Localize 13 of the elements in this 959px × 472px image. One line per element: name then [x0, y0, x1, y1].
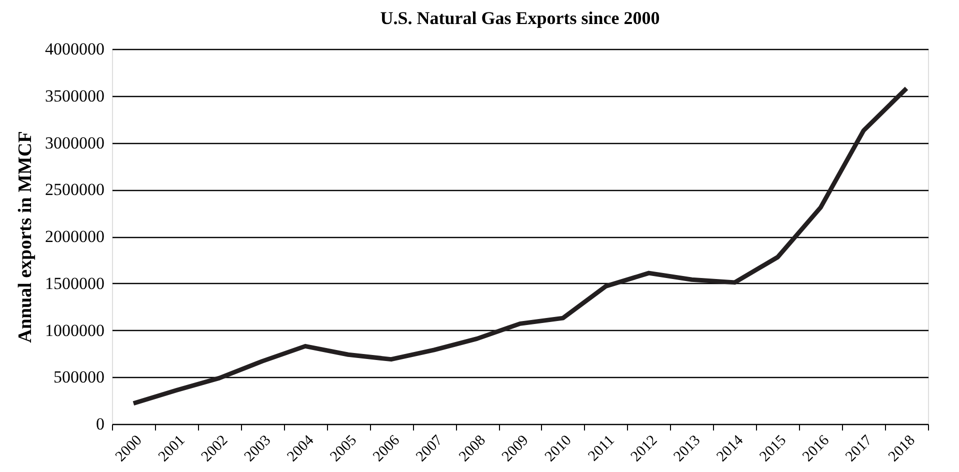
line-series [131, 86, 909, 406]
x-tick-label: 2011 [586, 432, 618, 465]
y-tick-label: 4000000 [45, 40, 104, 58]
y-axis-title: Annual exports in MMCF [15, 131, 36, 343]
y-tick-label: 2000000 [45, 227, 104, 246]
y-tick-label: 500000 [54, 368, 104, 387]
y-tick-label: 2500000 [45, 180, 104, 200]
y-tick-label: 1500000 [45, 274, 104, 293]
y-tick-label: 1000000 [45, 320, 104, 340]
chart-title: U.S. Natural Gas Exports since 2000 [380, 8, 660, 28]
y-tick-label: 0 [96, 414, 104, 434]
y-tick-label: 3000000 [45, 133, 104, 152]
y-tick-label: 3500000 [45, 86, 104, 106]
